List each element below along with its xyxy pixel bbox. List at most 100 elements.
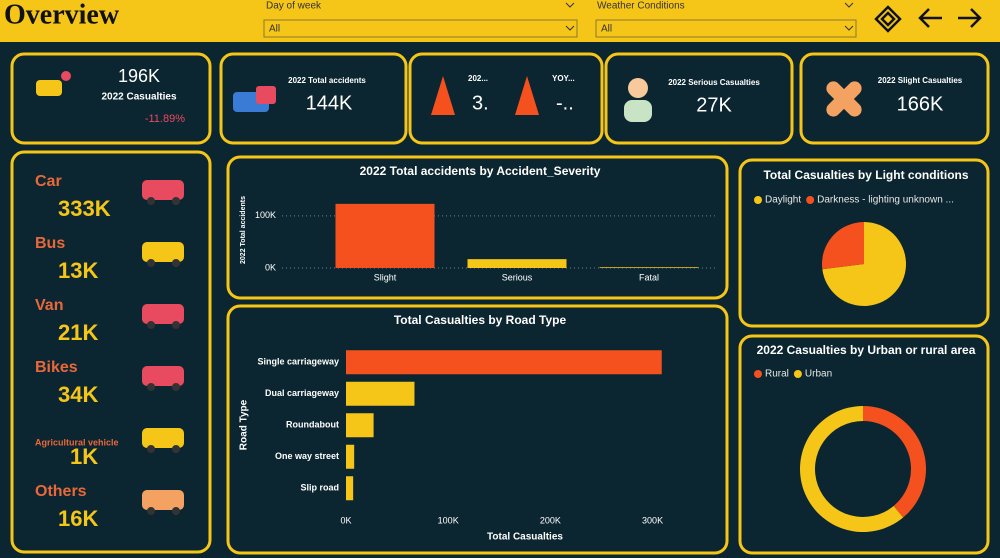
chevron [565, 2, 575, 31]
filter-dropdown[interactable] [595, 19, 857, 38]
kpi-label: 2022 Slight Casualties [878, 76, 963, 85]
chart-title: Total Casualties by Road Type [394, 313, 567, 327]
vehicle-icon [147, 383, 155, 391]
bar [346, 413, 374, 438]
vehicle-name: Bikes [35, 359, 78, 376]
vehicle-icon [142, 490, 184, 510]
slice [822, 222, 906, 306]
vehicle-list: Car 333K Bus 13K Van 21K Bikes 34K Agricultural … [35, 173, 184, 531]
vehicle-name: Van [35, 297, 63, 314]
vehicle-icon [172, 197, 180, 205]
vehicle-value: 16K [58, 506, 98, 531]
y-axis-title: 2022 Total accidents [240, 196, 247, 264]
y-tick-label: Roundabout [286, 420, 339, 430]
kpi-value: 3. [472, 92, 489, 114]
x-tick-label: 0K [340, 515, 351, 525]
y-tick-label: Single carriageway [257, 357, 339, 367]
x-tick-label: 100K [438, 515, 459, 525]
kpi-card [604, 52, 794, 145]
vehicle-icon [142, 428, 184, 448]
y-axis-title: Road Type [239, 399, 250, 450]
legend-marker [754, 196, 762, 204]
vehicle-icon [147, 321, 155, 329]
kpi-label: 202... [468, 74, 488, 83]
y-tick-label: Dual carriageway [265, 388, 339, 398]
kpi-label: 2022 Total accidents [288, 76, 366, 85]
chevron [844, 2, 854, 31]
legend-marker [754, 370, 762, 378]
kpi-value: 27K [696, 94, 732, 116]
filter-value[interactable]: All [269, 24, 280, 35]
chart-title: Total Casualties by Light conditions [763, 168, 968, 182]
kpi-label: 2022 Casualties [101, 92, 176, 103]
vehicle-icon [172, 445, 180, 453]
filter-value[interactable]: All [601, 24, 612, 35]
y-tick-label: 0K [265, 262, 276, 272]
vehicle-name: Car [35, 173, 62, 190]
bar [346, 476, 354, 501]
bar [467, 259, 567, 268]
charts: 2022 Total accidents by Accident_Severit… [239, 164, 976, 542]
bar [346, 444, 355, 469]
bar [335, 203, 435, 268]
kpi-card [408, 52, 604, 145]
eraser-button[interactable] [874, 5, 902, 33]
icon [36, 80, 62, 96]
vehicle-value: 1K [70, 444, 98, 469]
vehicle-name: Agricultural vehicle [35, 437, 119, 447]
x-tick-label: 300K [642, 515, 663, 525]
x-tick-label: Serious [502, 272, 533, 282]
y-tick-label: One way street [275, 451, 339, 461]
icon [628, 78, 648, 98]
x-tick-label: 200K [540, 515, 561, 525]
vehicle-icon [147, 507, 155, 515]
filter-label: Day of week [266, 1, 322, 12]
vehicle-value: 21K [58, 320, 98, 345]
kpi-value: 196K [118, 66, 160, 86]
vehicle-icon [142, 180, 184, 200]
vehicle-value: 13K [58, 258, 98, 283]
icon [61, 71, 71, 81]
cone-icon [431, 76, 455, 115]
vehicle-icon [142, 304, 184, 324]
filter-label: Weather Conditions [597, 1, 685, 12]
back-button[interactable] [918, 8, 942, 28]
icon [624, 100, 652, 122]
x-tick-label: Slight [374, 272, 397, 282]
legend-marker [793, 370, 802, 378]
legend-marker [806, 196, 815, 204]
icon [826, 81, 862, 117]
filter-dropdown[interactable] [263, 19, 578, 38]
legend-label: Urban [805, 369, 832, 380]
vehicle-name: Others [35, 483, 87, 500]
kpi-label: 2022 Serious Casualties [668, 78, 760, 87]
kpi-value: -.. [556, 92, 574, 114]
kpi-change: -11.89% [145, 113, 185, 125]
vehicle-value: 333K [58, 196, 111, 221]
vehicle-name: Bus [35, 235, 65, 252]
vehicle-icon [172, 259, 180, 267]
kpi-value: 144K [306, 92, 353, 114]
vehicle-icon [142, 366, 184, 386]
page-title: Overview [4, 0, 120, 30]
chart-title: 2022 Casualties by Urban or rural area [757, 343, 976, 357]
kpi-value: 166K [897, 93, 944, 115]
chart-card [738, 334, 990, 555]
vehicle-icon [172, 383, 180, 391]
legend-label: Darkness - lighting unknown ... [817, 195, 954, 206]
chart-title: 2022 Total accidents by Accident_Severit… [360, 164, 601, 178]
cone-icon [515, 76, 539, 115]
vehicle-value: 34K [58, 382, 98, 407]
icon [256, 86, 276, 104]
vehicle-icon [172, 507, 180, 515]
legend-label: Daylight [765, 195, 801, 206]
bar [599, 267, 699, 268]
vehicle-icon [147, 445, 155, 453]
y-tick-label: Slip road [300, 483, 339, 493]
vehicle-icon [147, 197, 155, 205]
legend-label: Rural [765, 369, 789, 380]
bar [346, 350, 662, 375]
forward-button[interactable] [958, 8, 982, 28]
